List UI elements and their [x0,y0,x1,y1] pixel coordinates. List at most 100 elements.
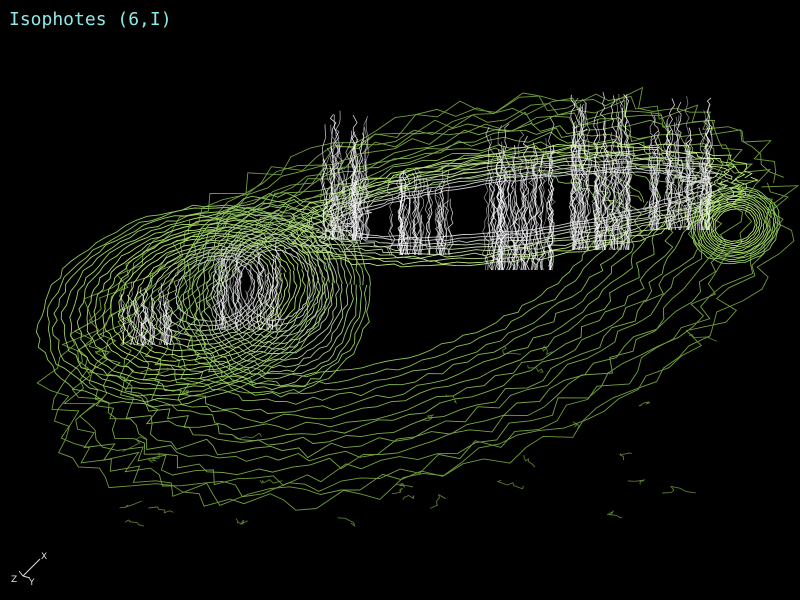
contour-fragment [502,346,521,355]
peak-line [126,294,134,346]
contour-line [51,93,789,506]
contour-line [225,236,326,339]
peak-line [696,155,704,231]
contour-line [119,127,709,446]
peak-line [568,140,576,251]
peak-line [605,158,613,251]
contour-line [690,186,781,265]
contour-fragment [235,518,248,525]
peak-line [419,178,425,256]
peak-line [704,127,712,231]
peak-line [514,191,521,271]
peak-line [389,213,396,256]
contour-line [229,239,321,333]
peak-line [481,171,489,271]
peak-line [357,127,365,241]
peak-line [164,302,169,346]
peak-line [358,132,365,241]
contour-fragment [138,367,169,375]
peak-line [401,205,410,256]
peak-line [163,295,169,346]
peak-line [341,174,348,241]
peak-line [510,202,518,271]
peak-line [120,294,126,346]
contour-fragment [337,517,356,527]
peak-line [594,168,601,251]
peak-line [321,158,328,241]
contour-fragment [391,487,403,495]
peak-line [503,123,510,271]
peak-line [257,254,264,331]
peak-line [611,166,619,251]
peak-line [578,106,585,251]
peak-line [547,153,554,271]
contour-line [124,131,694,442]
peak-line [677,158,684,231]
contour-line [69,216,315,387]
peak-line [683,142,690,231]
contour-fragment [688,333,718,342]
peak-line [419,214,423,256]
peak-line [672,116,679,231]
peak-line [149,297,156,346]
peak-line [654,130,661,231]
contour-fragment [606,510,622,519]
contour-line [182,197,368,391]
peak-line [528,194,535,271]
contour-line [187,202,363,387]
contour-line [142,244,274,342]
contour-line [63,97,773,498]
peak-line [269,253,275,331]
contour-fragment [395,483,414,488]
contour-line [93,226,301,371]
contour-fragment [662,485,696,494]
peak-line [706,97,713,231]
contour-fragment [572,421,580,430]
contour-fragment [181,389,191,397]
peak-line [495,154,502,271]
contour-line [705,200,765,250]
peak-line [607,155,614,251]
contour-fragment [402,494,415,500]
peak-line [249,287,256,331]
contour-line [86,222,306,377]
peak-line [386,183,394,256]
peak-line [214,259,221,331]
peak-line [155,300,163,346]
peak-line [533,171,540,271]
peak-line [625,169,631,251]
contour-line [88,115,726,462]
contour-line [703,198,768,252]
peak-line [665,138,672,231]
peak-line [652,155,660,231]
axis-z-label: Z [11,575,18,585]
contour-line [698,193,772,256]
peak-line [417,174,423,256]
peak-line [356,157,363,241]
peak-line [499,182,507,271]
peak-line [601,133,608,251]
contour-fragment [523,455,536,468]
contour-line [304,152,733,259]
peak-line [397,174,404,256]
peak-line [157,282,164,346]
peak-line [575,173,582,251]
peak-line [523,156,530,271]
contour-line [191,205,358,380]
contour-line [202,214,349,369]
peak-line [272,241,280,331]
contour-fragment [496,479,524,490]
peak-line [517,130,525,271]
contour-fragment [147,452,160,464]
contour-line [167,155,643,405]
peak-line [147,311,152,346]
contour-line [194,172,603,378]
contour-line [691,187,779,262]
peak-line [328,165,336,241]
peak-line [488,176,496,271]
contour-fragment [638,400,651,407]
contour-line [166,254,260,327]
peak-line [334,167,341,241]
